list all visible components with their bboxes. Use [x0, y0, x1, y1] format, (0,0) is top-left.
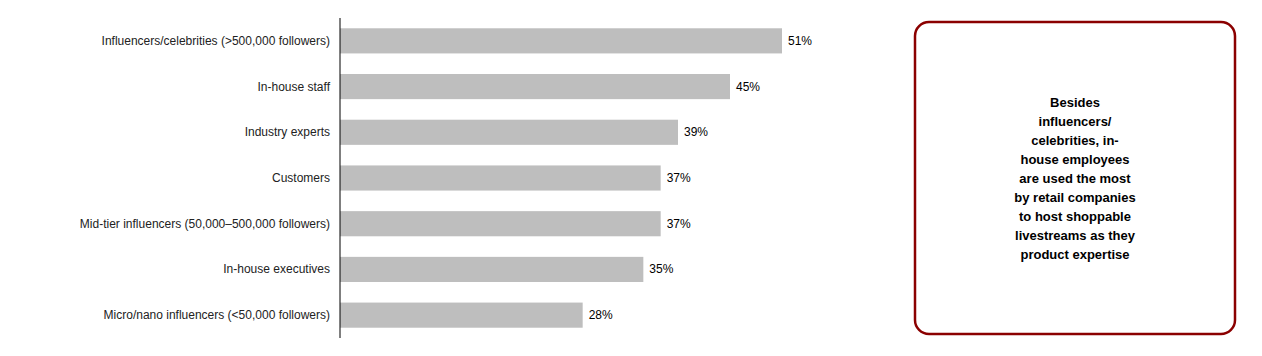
y-tick-labels: Micro/nano influencers (<50,000 follower…	[80, 34, 331, 322]
y-tick-label: Customers	[272, 171, 330, 185]
data-label: 37%	[667, 217, 691, 231]
annotation-box	[915, 22, 1235, 334]
annotation-line: livestreams as they	[1015, 228, 1136, 243]
data-labels: 28% 35% 37% 37% 39% 45% 51%	[589, 34, 813, 322]
annotation-line: by retail companies	[1014, 190, 1135, 205]
annotation-line: Besides	[1050, 95, 1100, 110]
annotation-line: celebrities, in-	[1031, 133, 1118, 148]
bar	[340, 303, 583, 328]
y-tick-label: In-house staff	[258, 80, 331, 94]
annotation-group: Besides influencers/celebrities, in-house…	[915, 22, 1235, 334]
annotation-text: Besides influencers/celebrities, in-house…	[1014, 95, 1135, 262]
bars	[340, 28, 782, 327]
data-label: 51%	[788, 34, 812, 48]
y-tick-label: Industry experts	[245, 125, 330, 139]
data-label: 39%	[684, 125, 708, 139]
data-label: 45%	[736, 80, 760, 94]
bar	[340, 120, 678, 145]
data-label: 35%	[649, 262, 673, 276]
bar	[340, 257, 643, 282]
bar	[340, 28, 782, 53]
bar	[340, 74, 730, 99]
annotation-line: influencers/	[1039, 114, 1112, 129]
bar	[340, 211, 661, 236]
annotation-line: to host shoppable	[1019, 209, 1131, 224]
chart-container: 28% 35% 37% 37% 39% 45% 51% Micro/nano influenc…	[0, 0, 1262, 356]
data-label: 37%	[667, 171, 691, 185]
y-tick-label: In-house executives	[223, 262, 330, 276]
data-label: 28%	[589, 308, 613, 322]
y-tick-label: Micro/nano influencers (<50,000 follower…	[104, 308, 330, 322]
y-tick-label: Mid-tier influencers (50,000–500,000 fol…	[80, 217, 330, 231]
bar	[340, 165, 661, 190]
annotation-line: product expertise	[1020, 247, 1129, 262]
y-tick-label: Influencers/celebrities (>500,000 follow…	[102, 34, 330, 48]
chart-svg: 28% 35% 37% 37% 39% 45% 51% Micro/nano influenc…	[0, 0, 1262, 356]
zero-line	[340, 18, 341, 338]
annotation-line: house employees	[1020, 152, 1129, 167]
annotation-line: are used the most	[1019, 171, 1131, 186]
